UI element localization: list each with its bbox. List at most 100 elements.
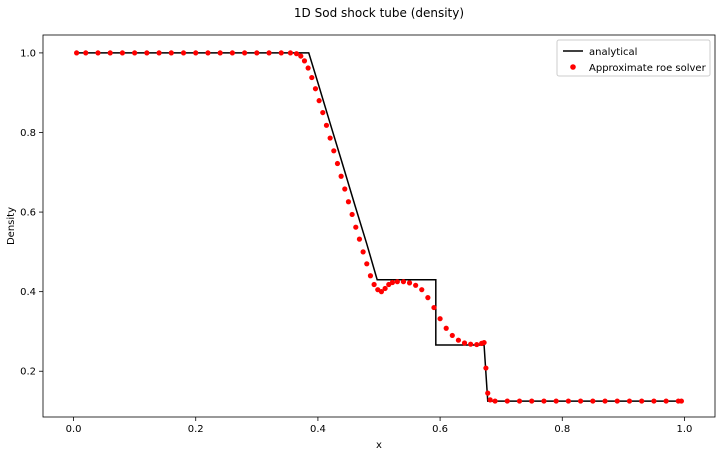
data-point (132, 50, 138, 56)
data-point (338, 173, 344, 179)
data-point (443, 325, 449, 331)
data-point (293, 51, 300, 57)
data-point (83, 50, 89, 56)
data-point (400, 279, 407, 285)
data-point (320, 109, 326, 116)
y-tick-label: 0.8 (20, 128, 36, 139)
data-point (266, 50, 272, 56)
data-point (345, 199, 352, 205)
data-point (316, 98, 322, 104)
data-point (578, 398, 584, 404)
data-point (455, 337, 462, 343)
legend-marker-swatch (570, 64, 576, 70)
data-point (382, 285, 388, 292)
y-tick-label: 1.0 (20, 48, 36, 59)
data-point (242, 50, 248, 56)
y-axis-title: Density (6, 207, 17, 245)
data-point (327, 135, 333, 141)
data-point (193, 50, 199, 56)
x-tick-label: 0.4 (310, 424, 326, 435)
data-point (312, 86, 319, 92)
data-point (323, 122, 330, 128)
data-point (437, 316, 443, 322)
data-point (626, 398, 633, 404)
data-point (516, 398, 523, 404)
series-layer (74, 50, 685, 404)
data-point (485, 390, 491, 396)
data-point (334, 160, 341, 167)
data-point (305, 65, 311, 71)
data-point (602, 398, 608, 404)
data-point (553, 398, 559, 404)
y-tick-label: 0.4 (20, 287, 36, 298)
data-point (353, 224, 359, 230)
data-point (287, 50, 294, 56)
data-point (278, 50, 284, 56)
data-point (205, 50, 211, 56)
data-point (565, 398, 571, 404)
data-point (468, 341, 474, 347)
data-point (342, 186, 348, 192)
data-point (406, 280, 413, 286)
series-line-analytical (76, 52, 682, 402)
legend-frame (556, 39, 711, 77)
data-point (360, 249, 366, 255)
data-point (229, 50, 235, 56)
data-point (107, 50, 113, 56)
y-tick-label: 0.2 (20, 367, 36, 378)
data-point (389, 279, 396, 286)
data-point (492, 398, 498, 404)
x-tick-label: 0.6 (432, 424, 448, 435)
data-point (371, 281, 377, 288)
x-axis: 0.0 0.2 0.4 0.6 0.8 1.0 (66, 417, 693, 435)
legend-label-analytical: analytical (589, 47, 637, 58)
x-tick-label: 0.8 (554, 424, 570, 435)
chart-title: 1D Sod shock tube (density) (294, 6, 464, 20)
data-point (431, 304, 437, 311)
data-point (474, 341, 480, 348)
data-point (367, 273, 374, 279)
data-point (349, 211, 355, 218)
data-point (254, 50, 260, 56)
data-point (461, 340, 468, 346)
data-point (309, 74, 315, 81)
data-point (217, 50, 223, 56)
data-point (487, 397, 493, 403)
y-tick-label: 0.6 (20, 208, 36, 219)
data-point (651, 398, 657, 404)
x-axis-title: x (376, 440, 382, 451)
data-point (394, 279, 400, 285)
data-point (298, 53, 304, 59)
data-point (74, 50, 80, 56)
data-point (504, 398, 510, 404)
data-point (678, 398, 685, 404)
data-point (301, 58, 308, 64)
data-point (144, 50, 150, 56)
data-point (614, 398, 620, 404)
data-point (590, 398, 596, 404)
x-tick-label: 0.0 (66, 424, 82, 435)
x-tick-label: 0.2 (188, 424, 204, 435)
data-point (529, 398, 535, 404)
data-point (356, 236, 363, 242)
data-point (180, 50, 187, 56)
data-point (95, 50, 101, 56)
x-tick-label: 1.0 (677, 424, 693, 435)
data-point (119, 50, 126, 56)
data-point (168, 50, 174, 56)
data-point (425, 295, 431, 301)
data-point (156, 50, 162, 56)
data-point (483, 365, 489, 371)
data-point (481, 339, 487, 346)
data-point (364, 261, 370, 267)
data-point (663, 398, 669, 404)
data-point (639, 398, 645, 404)
data-point (541, 398, 547, 404)
legend-label-roe: Approximate roe solver (589, 63, 707, 74)
plot-frame (42, 34, 716, 418)
y-axis: 0.2 0.4 0.6 0.8 1.0 (20, 48, 43, 378)
data-point (331, 148, 337, 154)
legend: analytical Approximate roe solver (556, 39, 711, 77)
data-point (449, 332, 455, 339)
